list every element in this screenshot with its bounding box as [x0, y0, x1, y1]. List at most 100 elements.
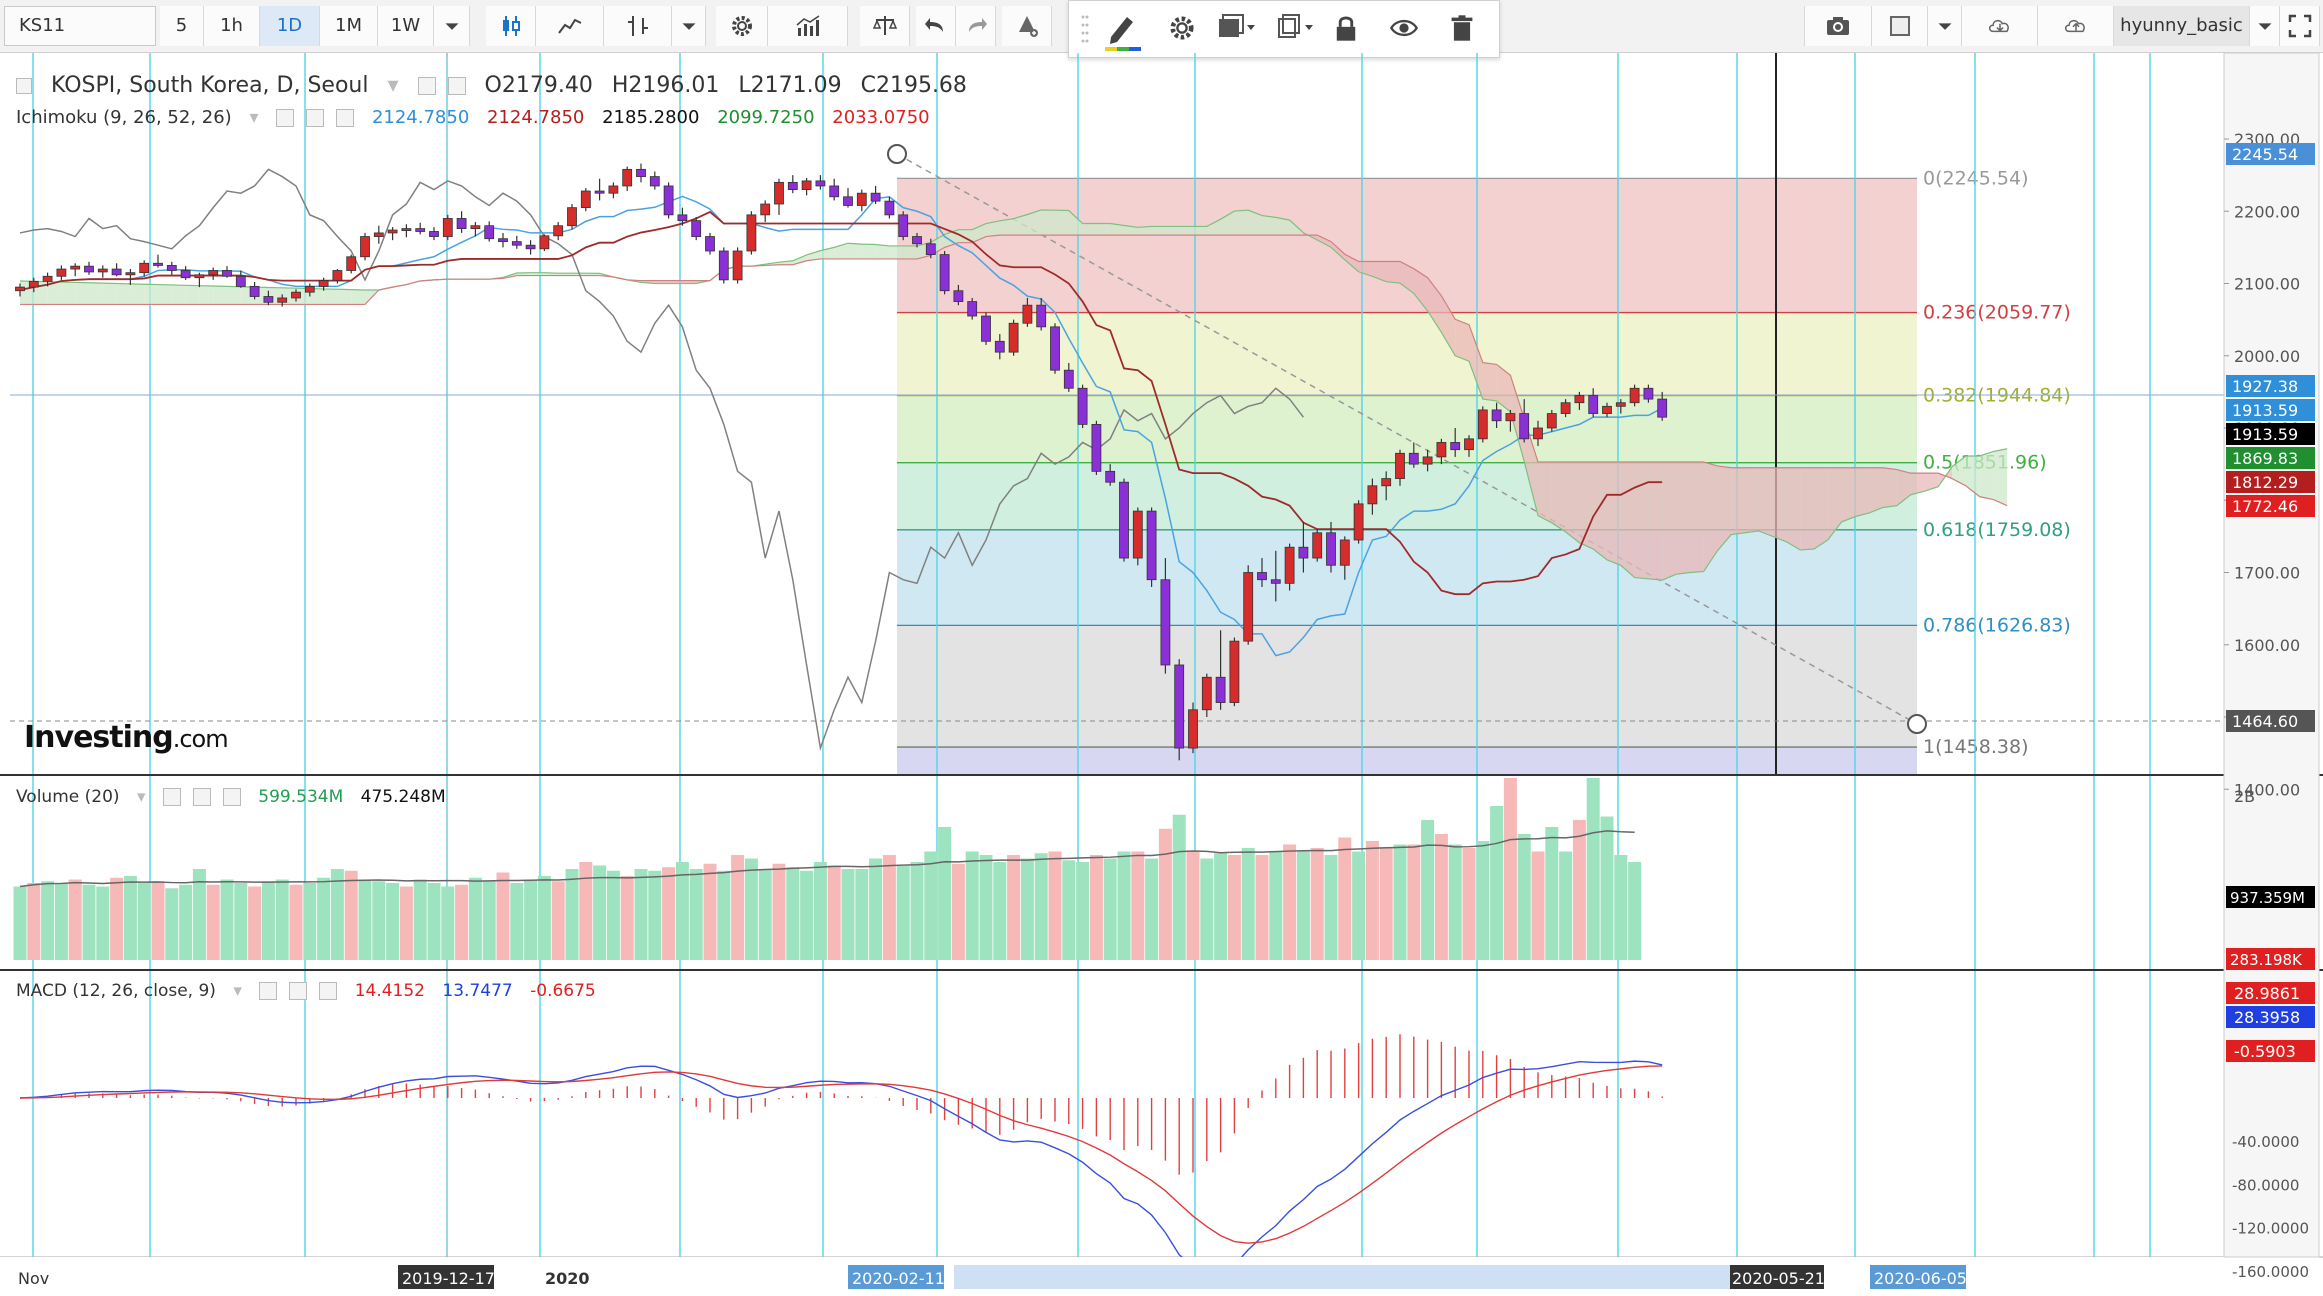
cloud-download-icon[interactable]	[1962, 6, 2038, 46]
volume-bar	[1103, 858, 1117, 960]
candle-body	[787, 181, 798, 190]
line-chart-icon[interactable]	[536, 6, 604, 46]
volume-bar	[1490, 806, 1504, 960]
ichimoku-cloud	[1469, 324, 1483, 400]
volume-bar	[731, 855, 745, 960]
volume-dropdown-icon[interactable]: ▾	[136, 787, 146, 807]
ichimoku-cloud	[903, 245, 917, 259]
drag-handle-icon[interactable]	[1081, 13, 1089, 45]
ichimoku-cloud	[1772, 467, 1787, 542]
investing-logo: Investing.com	[24, 720, 229, 755]
kijun-sen	[19, 210, 1663, 596]
ichimoku-cloud	[61, 282, 76, 305]
volume-bar	[330, 869, 344, 960]
volume-bar	[13, 886, 27, 960]
volume-bar	[248, 886, 262, 960]
macd-dropdown-icon[interactable]: ▾	[233, 981, 242, 1001]
ichimoku-cloud	[1800, 467, 1814, 550]
interval-1m-button[interactable]: 1M	[320, 6, 378, 46]
macd-visibility-icon[interactable]	[259, 982, 278, 1000]
candle-body	[1022, 304, 1033, 324]
delete-trash-icon[interactable]	[1447, 13, 1477, 43]
interval-5-button[interactable]: 5	[160, 6, 204, 46]
ichimoku-settings-icon[interactable]	[306, 109, 325, 127]
ichimoku-cloud	[1248, 210, 1262, 236]
alert-bell-icon[interactable]	[1002, 6, 1052, 46]
ichimoku-cloud	[102, 283, 117, 305]
interval-1w-button[interactable]: 1W	[378, 6, 434, 46]
candle-body	[498, 238, 508, 242]
volume-bar	[689, 869, 703, 960]
macd-settings-icon[interactable]	[289, 982, 308, 1000]
volume-bar	[675, 862, 689, 960]
chart-area[interactable]: 0(2245.54) 0.236(2059.77) 0.382(1944.84) 0.…	[0, 53, 2323, 1296]
ichimoku-close-icon[interactable]	[336, 109, 355, 127]
draw-settings-gear-icon[interactable]	[1167, 13, 1197, 43]
candle-body	[360, 236, 370, 258]
collapse-icon[interactable]	[16, 78, 32, 94]
candle-body	[553, 225, 564, 237]
interval-1h-button[interactable]: 1h	[204, 6, 260, 46]
ichimoku-dropdown-icon[interactable]: ▾	[249, 107, 259, 128]
interval-1d-button[interactable]: 1D	[260, 6, 320, 46]
undo-icon[interactable]	[916, 6, 956, 46]
chart-canvas[interactable]: 0(2245.54) 0.236(2059.77) 0.382(1944.84) 0.…	[0, 53, 2323, 1296]
fill-color-icon[interactable]	[1215, 11, 1259, 43]
volume-bar	[1600, 816, 1614, 960]
symbol-title: KOSPI, South Korea, D, Seoul	[51, 73, 369, 98]
ichimoku-cloud	[213, 286, 227, 305]
ichimoku-cloud	[1482, 362, 1497, 401]
volume-visibility-icon[interactable]	[162, 788, 181, 806]
fullscreen-icon[interactable]	[2280, 6, 2320, 46]
volume-settings-icon[interactable]	[192, 788, 211, 806]
user-template-button[interactable]: hyunny_basic	[2114, 6, 2250, 46]
candles-icon[interactable]	[486, 6, 536, 46]
candle-body	[1450, 442, 1461, 451]
fib-level-label: 0.786(1626.83)	[1923, 614, 2071, 636]
settings-gear-icon[interactable]	[716, 6, 768, 46]
candle-body	[1353, 503, 1364, 541]
layout-dropdown-icon[interactable]	[1928, 6, 1962, 46]
chart-type-dropdown-icon[interactable]	[672, 6, 706, 46]
volume-bar	[1628, 862, 1642, 960]
time-axis-badge	[398, 1265, 494, 1289]
user-dropdown-icon[interactable]	[2250, 6, 2280, 46]
price-badge-label: 1869.83	[2232, 449, 2298, 468]
ichimoku-visibility-icon[interactable]	[276, 109, 295, 127]
compare-scale-icon[interactable]	[860, 6, 910, 46]
ichimoku-cloud	[1869, 467, 1883, 513]
cloud-upload-icon[interactable]	[2038, 6, 2114, 46]
price-badge-label: 1927.38	[2232, 377, 2298, 396]
settings-icon[interactable]	[447, 77, 466, 95]
volume-bar	[110, 877, 124, 960]
candle-body	[1533, 427, 1543, 440]
volume-close-icon[interactable]	[222, 788, 241, 806]
volume-bar	[855, 869, 869, 960]
macd-close-icon[interactable]	[319, 982, 338, 1000]
redo-icon[interactable]	[956, 6, 996, 46]
ichimoku-cloud	[1565, 461, 1580, 543]
candle-body	[1464, 438, 1474, 451]
symbol-input[interactable]: KS11	[4, 6, 156, 46]
ichimoku-cloud	[1151, 226, 1166, 236]
layout-square-icon[interactable]	[1872, 6, 1928, 46]
line-style-icon[interactable]	[1273, 11, 1317, 43]
candle-body	[525, 244, 536, 250]
interval-dropdown-icon[interactable]	[434, 6, 470, 46]
indicators-icon[interactable]	[768, 6, 848, 46]
bars-chart-icon[interactable]	[604, 6, 672, 46]
camera-snapshot-icon[interactable]	[1804, 6, 1872, 46]
volume-bar	[772, 863, 786, 960]
lock-icon[interactable]	[1331, 13, 1361, 43]
volume-bar	[165, 888, 179, 960]
pencil-icon[interactable]	[1097, 5, 1149, 53]
candle-body	[1284, 546, 1295, 584]
visibility-eye-icon[interactable]	[1389, 13, 1419, 43]
volume-bar	[1503, 778, 1517, 960]
candle-body	[332, 270, 343, 282]
title-dropdown-icon[interactable]: ▾	[387, 73, 399, 98]
ichimoku-cloud	[47, 281, 62, 305]
ichimoku-cloud	[1538, 461, 1552, 523]
macd-signal-value: -0.6675	[530, 981, 596, 1001]
visibility-icon[interactable]	[417, 77, 436, 95]
